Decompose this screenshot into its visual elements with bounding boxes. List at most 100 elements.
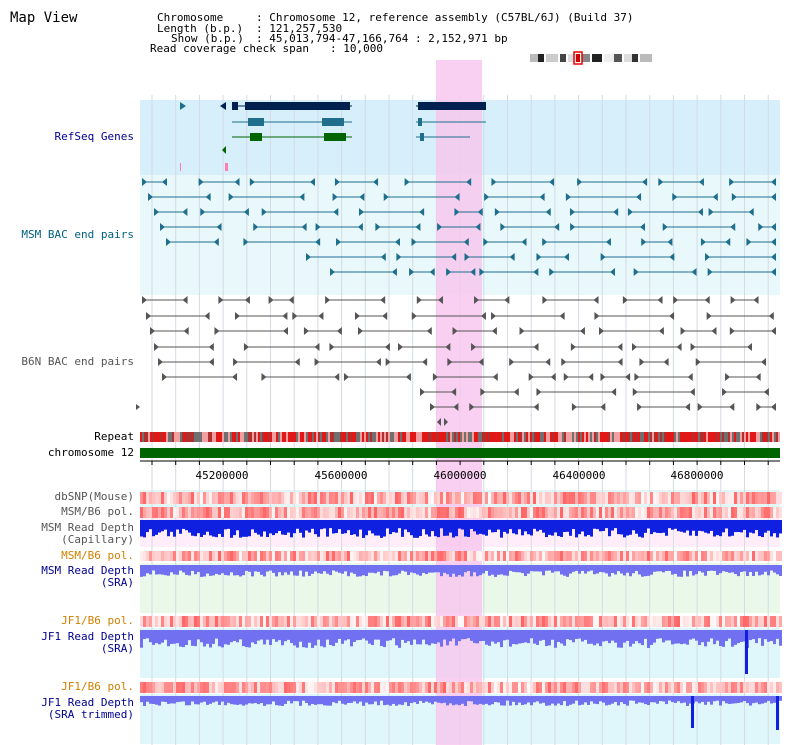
density-bar-segment — [218, 616, 221, 627]
bac-end-marker — [315, 238, 321, 246]
repeat-bar — [228, 432, 230, 442]
repeat-bar — [320, 432, 322, 442]
label-chromosome[interactable]: chromosome 12 — [47, 446, 134, 459]
density-bar-segment — [464, 682, 467, 693]
density-bar-segment — [635, 682, 638, 693]
density-bar-segment — [500, 551, 503, 561]
density-bar-segment — [233, 551, 236, 561]
repeat-bar — [202, 432, 204, 442]
density-bar-segment — [614, 682, 617, 693]
label-msm-b6-pol[interactable]: MSM/B6 pol. — [61, 505, 134, 518]
bac-end-marker — [384, 343, 390, 351]
depth-bar — [614, 565, 617, 575]
density-bar-segment — [146, 492, 149, 504]
bac-end-marker — [314, 358, 320, 366]
label-refseq-genes[interactable]: RefSeq Genes — [54, 130, 134, 143]
density-bar-segment — [329, 616, 332, 627]
depth-bar — [263, 565, 266, 577]
gene-exon — [336, 118, 344, 126]
repeat-bar — [238, 432, 240, 442]
density-bar-segment — [734, 616, 737, 627]
depth-bar — [707, 696, 710, 702]
density-bar-segment — [767, 507, 770, 518]
depth-bar — [368, 696, 371, 705]
depth-bar — [488, 565, 491, 576]
density-bar-segment — [281, 507, 284, 518]
density-bar-segment — [428, 492, 431, 504]
depth-bar — [299, 565, 302, 571]
depth-bar — [179, 520, 182, 534]
repeat-bar — [698, 432, 700, 442]
depth-bar — [764, 630, 767, 640]
density-bar-segment — [272, 616, 275, 627]
label-msm-depth-sra[interactable]: MSM Read Depth — [41, 564, 134, 577]
density-bar-segment — [602, 551, 605, 561]
repeat-bar — [256, 432, 258, 442]
density-bar-segment — [248, 616, 251, 627]
label-jf1-depth-sra[interactable]: JF1 Read Depth — [41, 630, 134, 643]
density-bar-segment — [173, 507, 176, 518]
label-repeat[interactable]: Repeat — [94, 430, 134, 443]
label-b6n-bac[interactable]: B6N BAC end pairs — [21, 355, 134, 368]
density-bar-segment — [776, 492, 779, 504]
depth-bar — [476, 565, 479, 577]
density-bar-segment — [431, 551, 434, 561]
density-bar-segment — [257, 551, 260, 561]
density-bar-segment — [188, 616, 191, 627]
density-bar-segment — [617, 616, 620, 627]
depth-bar — [350, 630, 353, 647]
depth-bar — [293, 696, 296, 702]
density-bar-segment — [725, 492, 728, 504]
density-bar-segment — [536, 682, 539, 693]
density-bar-segment — [578, 492, 581, 504]
label-jf1-b6-pol[interactable]: JF1/B6 pol. — [61, 614, 134, 627]
density-bar-segment — [143, 616, 146, 627]
depth-bar — [641, 565, 644, 577]
density-bar-segment — [326, 682, 329, 693]
bac-end-marker — [470, 268, 476, 276]
bac-end-marker — [306, 253, 311, 261]
depth-bar — [674, 520, 677, 529]
depth-bar — [275, 696, 278, 706]
density-bar-segment — [209, 507, 212, 518]
density-bar-segment — [287, 551, 290, 561]
density-bar-segment — [755, 551, 758, 561]
bac-end-marker — [268, 296, 274, 304]
depth-bar — [566, 565, 569, 577]
depth-bar — [380, 696, 383, 701]
density-bar-segment — [254, 551, 257, 561]
density-bar-segment — [221, 682, 224, 693]
depth-bar — [167, 696, 170, 704]
density-bar-segment — [620, 507, 623, 518]
repeat-bar — [338, 432, 340, 442]
density-bar-segment — [158, 492, 161, 504]
label-jf1-b6-pol-2[interactable]: JF1/B6 pol. — [61, 680, 134, 693]
label-jf1-depth-trim[interactable]: JF1 Read Depth — [41, 696, 134, 709]
density-bar-segment — [578, 682, 581, 693]
density-bar-segment — [623, 492, 626, 504]
density-bar-segment — [305, 551, 308, 561]
density-bar-segment — [761, 682, 764, 693]
repeat-bar — [242, 432, 244, 442]
bac-end-marker — [669, 312, 675, 320]
bac-end-marker — [318, 312, 324, 320]
density-bar-segment — [197, 492, 200, 504]
density-bar-segment — [434, 616, 437, 627]
label-msm-depth-cap[interactable]: MSM Read Depth — [41, 521, 134, 534]
density-bar-segment — [752, 616, 755, 627]
density-bar-segment — [374, 616, 377, 627]
density-bar-segment — [638, 492, 641, 504]
depth-bar — [515, 630, 518, 645]
depth-bar — [254, 630, 257, 645]
density-bar-segment — [674, 492, 677, 504]
depth-bar — [251, 630, 254, 643]
density-bar-segment — [551, 682, 554, 693]
density-bar-segment — [341, 616, 344, 627]
repeat-bar — [142, 432, 144, 442]
density-bar-segment — [533, 492, 536, 504]
repeat-bar — [766, 432, 768, 442]
label-msm-b6-pol-2[interactable]: MSM/B6 pol. — [61, 549, 134, 562]
label-dbsnp[interactable]: dbSNP(Mouse) — [54, 490, 134, 503]
label-msm-bac[interactable]: MSM BAC end pairs — [21, 228, 134, 241]
